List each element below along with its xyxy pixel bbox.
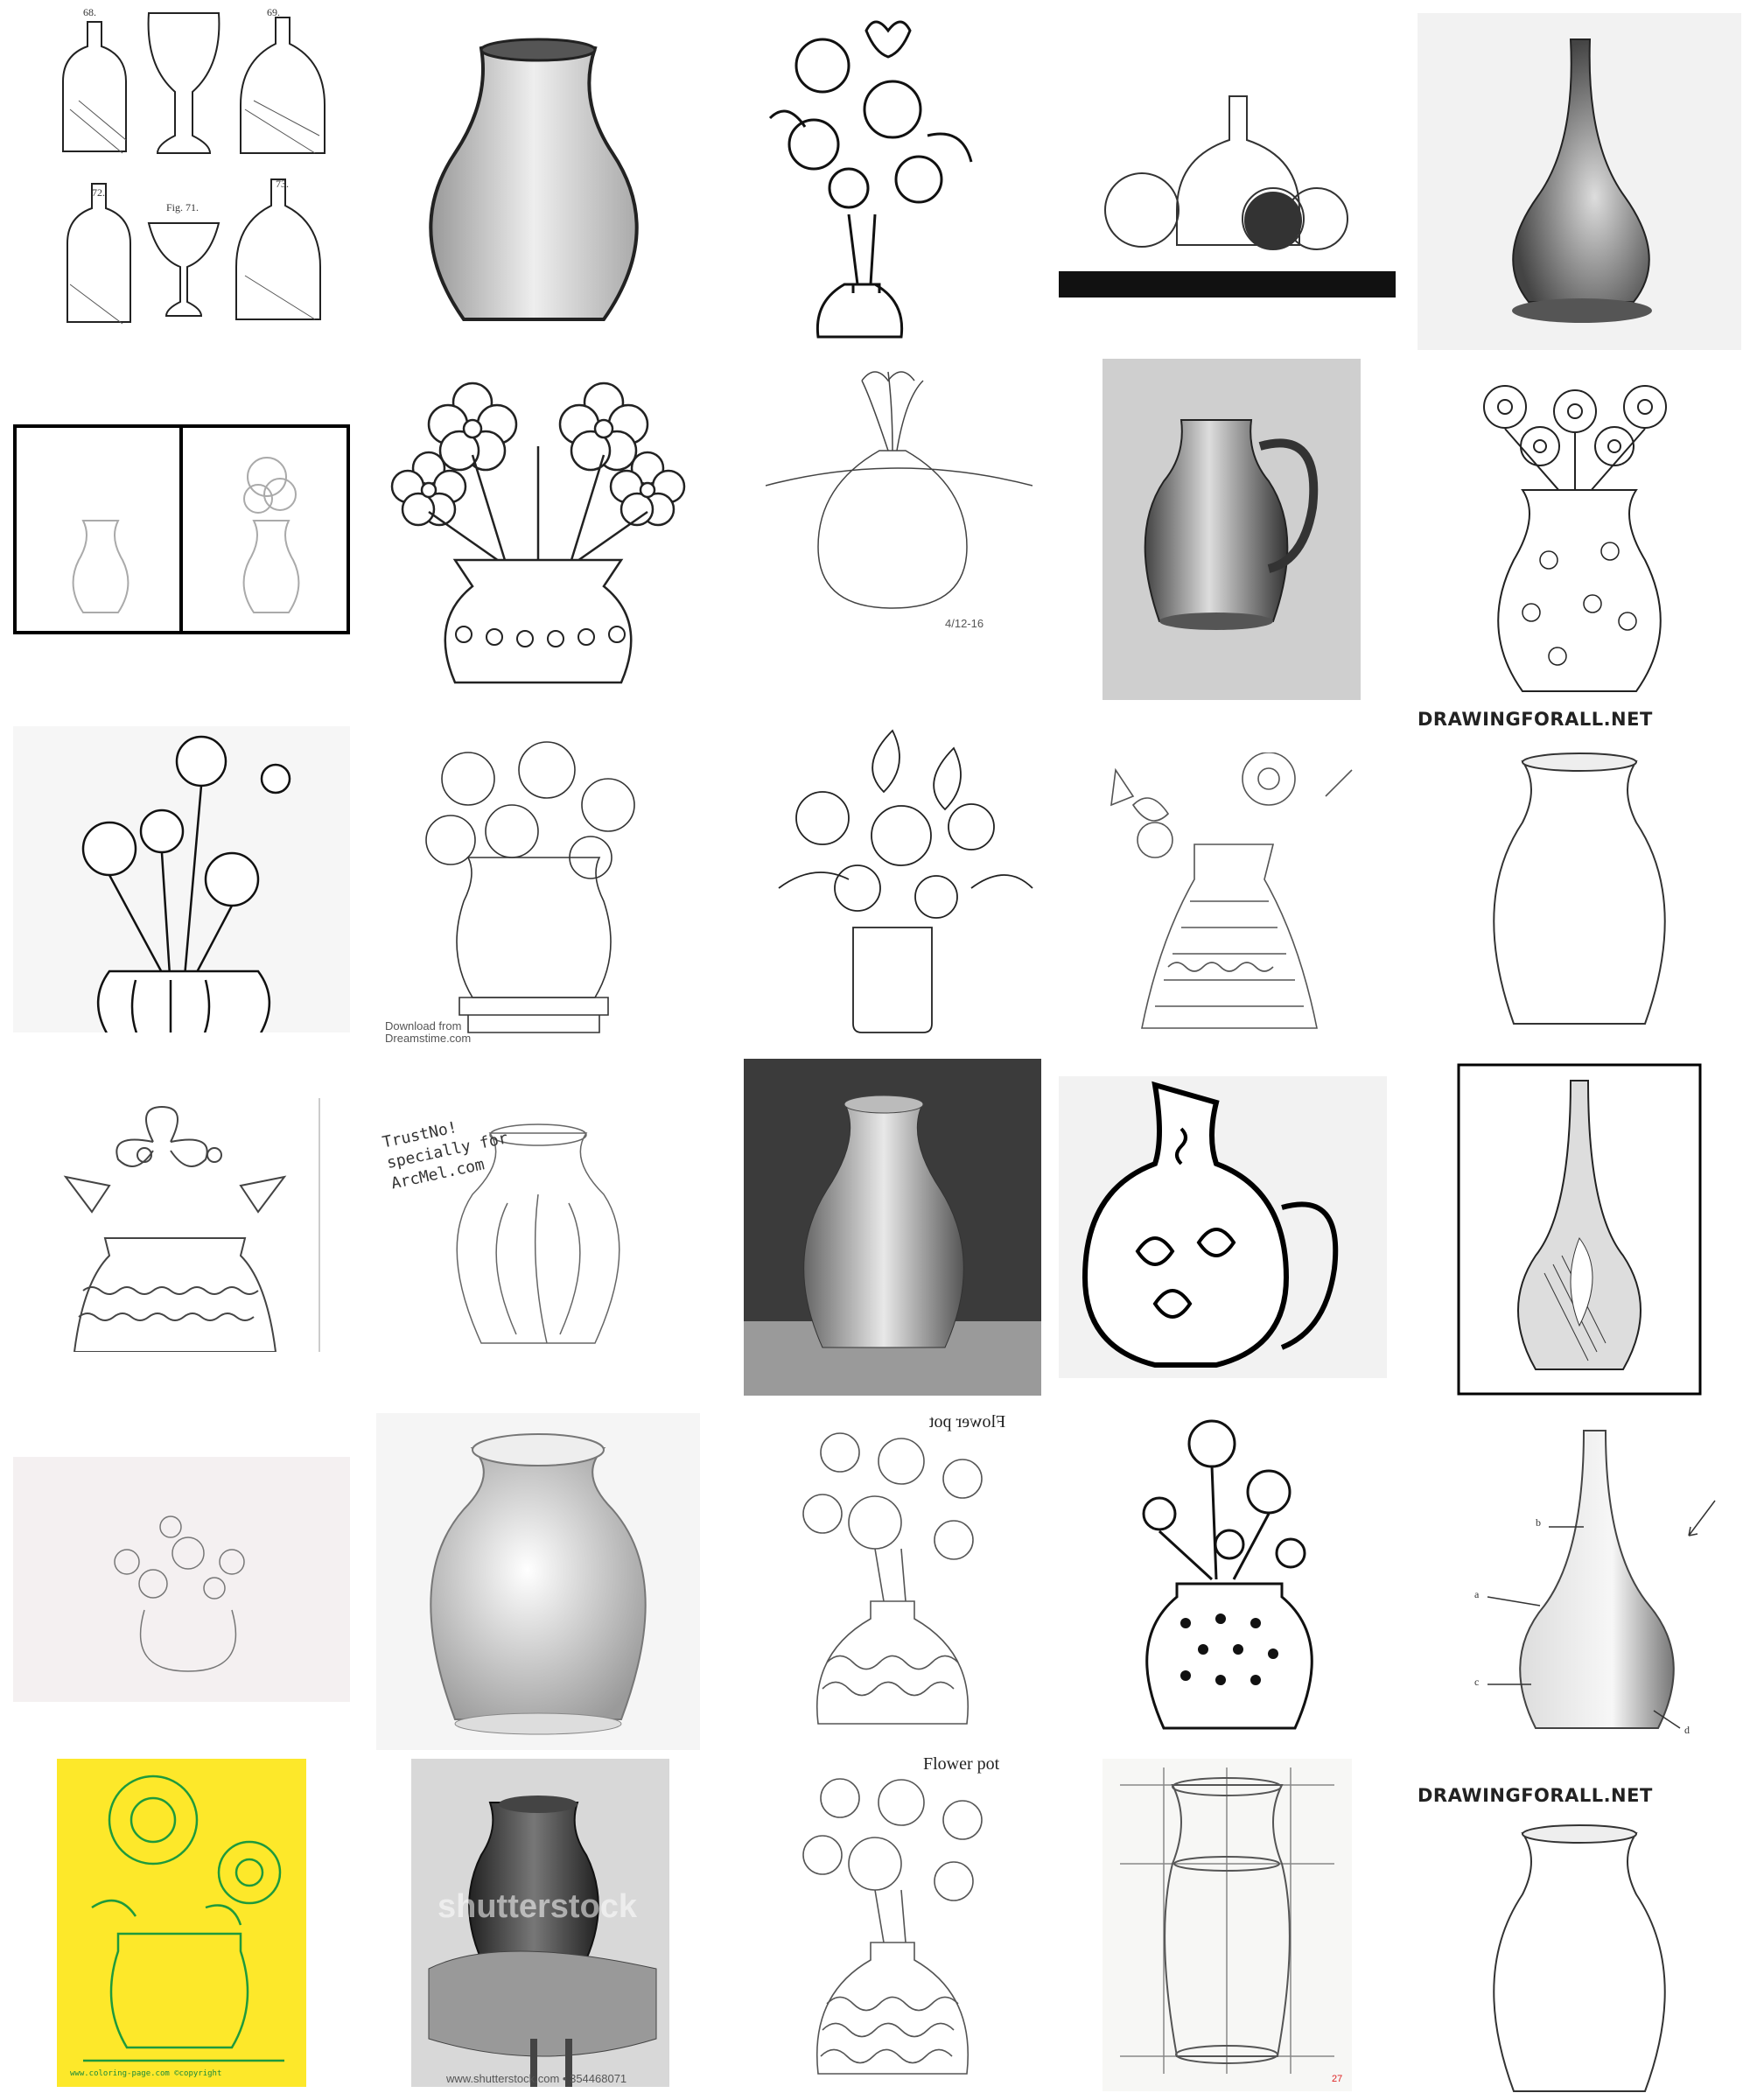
tile-lily-bouquet-vase[interactable] [744, 713, 1041, 1037]
pencil-vase-illustration [429, 38, 639, 321]
fig-caption: Fig. 71. [166, 201, 200, 214]
charcoal-vase-illustration [411, 1759, 669, 2087]
bottle-shading-diagram-illustration [1487, 1430, 1716, 1729]
signature-date: 4/12-16 [945, 617, 984, 630]
tile-cartoon-flower-pot[interactable] [376, 359, 700, 700]
soft-shaded-vase-illustration [376, 1413, 700, 1750]
tile-plain-vase-drawingforall[interactable]: DRAWINGFORALL.NET [1418, 704, 1741, 1050]
plain-vase-illustration [1493, 752, 1666, 1025]
tile-tulip-bulb-vase-sketch[interactable]: 4/12-16 [766, 363, 1032, 661]
daisy-pattern-vase-illustration [1483, 385, 1667, 692]
flower-pot-coloring-illustration [802, 1778, 983, 2075]
flower-pot-coloring-illustration [802, 1432, 983, 1725]
yellow-tile-credit: www.coloring-page.com ©copyright [70, 2069, 222, 2078]
tile-shaded-jug[interactable] [1102, 359, 1361, 700]
tile-ornate-jug-silhouette[interactable] [1059, 1076, 1387, 1378]
tile-bouquet-pedestal-vase[interactable]: Download from Dreamstime.com [372, 726, 696, 1046]
tile-bottle-shading-diagram[interactable]: b a c d [1452, 1422, 1737, 1750]
daisy-bowl-vase-illustration [13, 726, 350, 1032]
ornate-jug-illustration [1059, 1076, 1387, 1378]
tile-flower-pot-coloring-b[interactable]: Flower pot [744, 1750, 1046, 2091]
tulip-bulb-vase-illustration [766, 371, 1032, 609]
tile-yellow-rose-vase[interactable]: www.coloring-page.com ©copyright [57, 1759, 306, 2087]
flower-pot-caption: Flower pot [923, 1754, 1000, 1774]
glass-still-life-illustration [1059, 88, 1396, 298]
shaded-vase-dark-bg-illustration [744, 1059, 1041, 1396]
diagram-label-b: b [1536, 1516, 1541, 1529]
tile-shaded-vase-dark-bg[interactable] [744, 1059, 1041, 1396]
fig-number: 69. [267, 6, 280, 18]
tile-rose-bouquet-vase[interactable] [718, 13, 1041, 350]
faint-bouquet-illustration [13, 1457, 350, 1702]
yellow-rose-vase-illustration [57, 1759, 306, 2087]
diagram-label-c: c [1474, 1676, 1480, 1688]
page-number: 27 [1332, 2074, 1343, 2084]
dreamstime-label: Download from [385, 1019, 462, 1032]
stippled-bottle-illustration [1418, 13, 1741, 350]
shutterstock-footer: www.shutterstock.com • 354468071 [446, 2072, 627, 2085]
tile-daisy-pattern-vase[interactable] [1418, 359, 1741, 700]
sunflower-striped-vase-illustration [1110, 752, 1353, 1029]
cartoon-flower-pot-illustration [390, 382, 686, 684]
polka-dot-vase-illustration [1142, 1419, 1313, 1730]
two-step-vase-illustration [13, 424, 350, 634]
tile-vase-engraving[interactable]: 68. 69. Fig. 71. 72. 73. [52, 4, 368, 350]
construction-vase-illustration [1102, 1759, 1352, 2091]
diagram-label-a: a [1474, 1588, 1480, 1600]
tile-construction-vase[interactable]: 27 [1102, 1759, 1352, 2091]
tile-faint-bouquet-sketch[interactable] [13, 1457, 350, 1702]
dreamstime-brand: Dreamstime.com [385, 1032, 472, 1045]
shaded-jug-illustration [1102, 359, 1361, 700]
tile-glass-still-life[interactable] [1059, 88, 1396, 298]
tile-pencil-shaded-vase[interactable] [376, 4, 700, 350]
rose-vase-illustration [768, 20, 973, 339]
tile-daisy-bowl-vase[interactable] [13, 726, 350, 1032]
drawingforall-brand: DRAWINGFORALL.NET [1418, 1785, 1653, 1806]
tile-hatched-bottle-vase[interactable] [1457, 1063, 1702, 1396]
tile-polka-dot-vase[interactable] [1116, 1413, 1339, 1732]
tile-sunflower-striped-vase[interactable] [1063, 752, 1396, 1032]
sketch-vase-illustration [456, 1124, 620, 1344]
lily-bouquet-vase-illustration [778, 729, 1033, 1033]
tile-flower-pot-coloring-a[interactable]: Flower pot [744, 1409, 1046, 1750]
fig-number: 72. [92, 186, 105, 199]
tile-sketch-vase-arcmel[interactable]: TrustNo! specially for ArcMel.com [376, 1098, 700, 1352]
tile-flower-wavy-vase[interactable] [13, 1098, 350, 1352]
plain-vase-illustration [1493, 1824, 1666, 2092]
drawingforall-brand: DRAWINGFORALL.NET [1418, 709, 1653, 730]
tile-two-step-vase-sketch[interactable] [13, 424, 350, 634]
tile-plain-vase-drawingforall-b[interactable]: DRAWINGFORALL.NET [1418, 1785, 1741, 2096]
tile-soft-shaded-vase[interactable] [376, 1413, 700, 1750]
tile-charcoal-vase-drape[interactable]: shutterstock www.shutterstock.com • 3544… [411, 1759, 669, 2087]
shutterstock-watermark: shutterstock [438, 1888, 638, 1925]
bouquet-pedestal-vase-illustration [425, 741, 635, 1033]
fig-number: 68. [83, 6, 96, 18]
vase-engraving-illustration [62, 12, 326, 325]
hatched-bottle-illustration [1457, 1063, 1702, 1396]
diagram-label-d: d [1684, 1724, 1690, 1736]
fig-number: 73. [276, 178, 289, 190]
flower-pot-mirrored-caption: Flower pot [929, 1412, 1006, 1432]
tile-stippled-bottle-vase[interactable] [1418, 13, 1741, 350]
flower-wavy-vase-illustration [63, 1098, 320, 1352]
